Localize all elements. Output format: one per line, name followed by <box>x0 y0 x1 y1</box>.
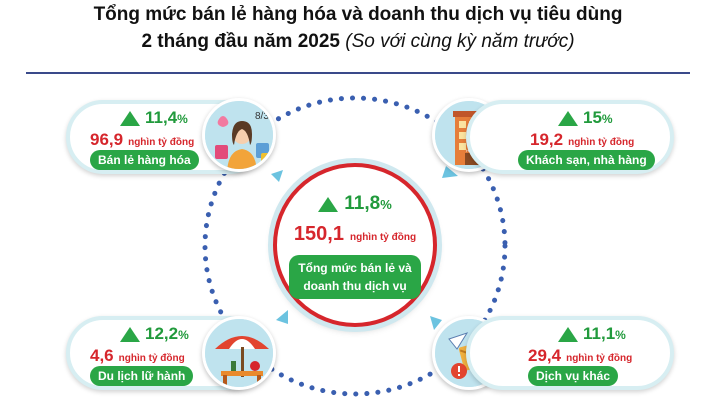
travel-unit: nghìn tỷ đồng <box>118 353 185 364</box>
period-text: 2 tháng đầu năm 2025 <box>141 31 340 52</box>
travel-value: 4,6 <box>90 346 114 365</box>
retail-label: Bán lẻ hàng hóa <box>90 150 199 170</box>
other-value: 29,4 <box>528 346 562 365</box>
total-value: 150,1 <box>293 223 344 245</box>
ring-arrow-bottom-right <box>430 316 442 330</box>
hotel-label: Khách sạn, nhà hàng <box>518 150 655 170</box>
card-hotel: 15% 19,2 nghìn tỷ đồng Khách sạn, nhà hà… <box>466 100 674 174</box>
page-title: Tổng mức bán lẻ hàng hóa và doanh thu dị… <box>93 4 623 25</box>
shopping-woman-icon: 8/3 <box>202 98 276 172</box>
retail-pct: 11,4 <box>145 108 178 127</box>
total-label: Tổng mức bán lẻ và doanh thu dịch vụ <box>289 255 421 299</box>
up-arrow-icon <box>318 196 339 212</box>
title-divider <box>26 72 690 74</box>
svg-text:8/3: 8/3 <box>255 111 269 122</box>
hotel-value: 19,2 <box>530 130 564 149</box>
beach-umbrella-icon <box>202 316 276 390</box>
up-arrow-icon <box>558 110 578 126</box>
hotel-pct: 15 <box>583 108 602 127</box>
ring-arrow-left <box>271 170 283 182</box>
up-arrow-icon <box>120 326 140 342</box>
total-pct: 11,8 <box>344 193 381 214</box>
up-arrow-icon <box>120 110 140 126</box>
other-unit: nghìn tỷ đồng <box>566 353 633 364</box>
up-arrow-icon <box>558 326 578 342</box>
retail-unit: nghìn tỷ đồng <box>128 137 195 148</box>
hotel-unit: nghìn tỷ đồng <box>568 137 635 148</box>
travel-pct: 12,2 <box>145 324 179 343</box>
retail-value: 96,9 <box>90 130 124 149</box>
comparison-note: (So với cùng kỳ năm trước) <box>345 31 575 52</box>
ring-arrow-bottom-left <box>276 310 288 324</box>
total-summary-circle: 11,8% 150,1 nghìn tỷ đồng Tổng mức bán l… <box>273 163 437 327</box>
total-unit: nghìn tỷ đồng <box>349 232 417 243</box>
other-pct: 11,1 <box>583 324 616 343</box>
travel-label: Du lịch lữ hành <box>90 366 194 386</box>
page-subtitle: 2 tháng đầu năm 2025 (So với cùng kỳ năm… <box>0 31 716 53</box>
card-other-services: 11,1% 29,4 nghìn tỷ đồng Dịch vụ khác <box>466 316 674 390</box>
ring-arrow-top <box>442 166 458 178</box>
other-label: Dịch vụ khác <box>528 366 619 386</box>
